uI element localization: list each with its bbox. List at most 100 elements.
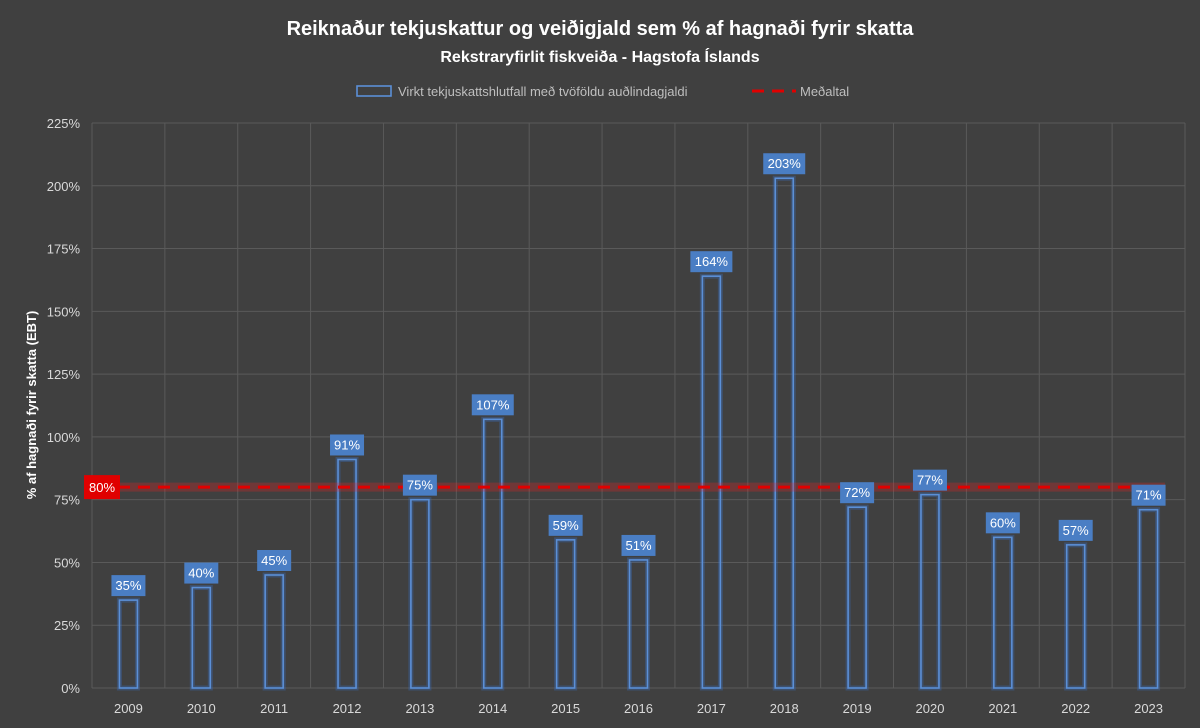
y-tick-label: 200% xyxy=(47,179,81,194)
chart-title: Reiknaður tekjuskattur og veiðigjald sem… xyxy=(287,18,915,40)
data-label-bg xyxy=(763,153,806,175)
data-label: 203% xyxy=(768,156,802,171)
y-tick-label: 0% xyxy=(61,681,80,696)
data-label-bg xyxy=(330,434,365,456)
legend: Virkt tekjuskattshlutfall með tvöföldu a… xyxy=(356,84,849,99)
x-tick-label: 2018 xyxy=(770,701,799,716)
legend-bar-label: Virkt tekjuskattshlutfall með tvöföldu a… xyxy=(398,84,688,99)
data-label-bg xyxy=(257,550,292,571)
bar-glow xyxy=(699,273,723,691)
bar-glow xyxy=(408,497,432,691)
x-tick-label: 2020 xyxy=(916,701,945,716)
data-label: 72% xyxy=(844,485,870,500)
data-label-bg xyxy=(111,575,146,597)
bar-glow xyxy=(335,456,359,691)
x-tick-label: 2015 xyxy=(551,701,580,716)
bar xyxy=(847,506,867,689)
data-label-bg xyxy=(184,562,219,584)
legend-average-label: Meðaltal xyxy=(800,84,849,99)
data-label: 60% xyxy=(990,515,1016,530)
bar xyxy=(1138,508,1159,689)
bar-glow xyxy=(1064,542,1088,691)
y-tick-label: 25% xyxy=(54,618,80,633)
grid xyxy=(91,122,1186,689)
data-label: 164% xyxy=(695,254,729,269)
bar xyxy=(555,539,576,689)
data-label: 107% xyxy=(476,397,510,412)
y-tick-label: 100% xyxy=(47,430,81,445)
data-label: 75% xyxy=(407,478,433,493)
data-label-bg xyxy=(621,534,656,556)
data-label: 40% xyxy=(188,566,214,581)
data-label: 59% xyxy=(553,518,579,533)
y-tick-label: 175% xyxy=(47,242,81,257)
bar xyxy=(1065,544,1086,689)
bar-glow xyxy=(262,572,286,691)
average-label-bg xyxy=(84,475,120,500)
data-label-bg xyxy=(840,482,875,504)
bar-glow xyxy=(189,585,213,691)
y-tick-label: 50% xyxy=(54,555,80,570)
x-axis-ticks: 2009 2010 2011 2012 2013 2014 2015 2016 2017 2018… xyxy=(114,701,1163,716)
data-label: 91% xyxy=(334,437,360,452)
bar-glow xyxy=(918,492,942,691)
bar-glow xyxy=(1137,507,1161,691)
data-label-bg xyxy=(1131,484,1166,506)
x-tick-label: 2021 xyxy=(988,701,1017,716)
bar xyxy=(628,559,649,689)
x-tick-label: 2010 xyxy=(187,701,216,716)
data-label: 71% xyxy=(1136,488,1162,503)
bar-glow xyxy=(772,175,796,691)
x-tick-label: 2009 xyxy=(114,701,143,716)
data-labels: 35% 40% 45% 91% 75% 107% 59% 51% 164% 203% 72% 77% 6… xyxy=(111,153,1166,597)
bar xyxy=(118,599,139,689)
data-label: 35% xyxy=(115,578,141,593)
bar-glow xyxy=(991,534,1015,691)
data-label: 57% xyxy=(1063,523,1089,538)
average-label: 80% xyxy=(89,480,115,495)
data-label: 77% xyxy=(917,473,943,488)
data-label-bg xyxy=(912,469,947,491)
chart-subtitle: Rekstraryfirlit fiskveiða - Hagstofa Ísl… xyxy=(440,47,759,66)
bar xyxy=(774,177,795,689)
x-tick-label: 2013 xyxy=(405,701,434,716)
data-label-bg xyxy=(548,514,583,536)
data-label-bg xyxy=(985,512,1020,534)
bar xyxy=(993,536,1013,689)
y-tick-label: 225% xyxy=(47,116,81,131)
y-tick-label: 150% xyxy=(47,304,81,319)
data-label: 45% xyxy=(261,553,287,568)
y-axis-label: % af hagnaði fyrir skatta (EBT) xyxy=(24,311,39,500)
bar xyxy=(264,574,284,689)
legend-bar-swatch xyxy=(356,85,392,97)
data-label: 51% xyxy=(625,538,651,553)
bars xyxy=(116,175,1161,691)
bar xyxy=(920,493,940,689)
y-tick-label: 125% xyxy=(47,367,81,382)
x-tick-label: 2012 xyxy=(333,701,362,716)
bar xyxy=(701,275,722,689)
average-line-group: 80% xyxy=(84,475,1165,500)
x-tick-label: 2023 xyxy=(1134,701,1163,716)
bar xyxy=(191,586,212,689)
x-tick-label: 2022 xyxy=(1061,701,1090,716)
x-tick-label: 2014 xyxy=(478,701,507,716)
data-label-bg xyxy=(1058,519,1093,541)
bar-glow xyxy=(116,597,140,691)
data-label-bg xyxy=(402,474,437,496)
data-label-bg xyxy=(471,394,514,416)
bar-glow xyxy=(481,416,505,691)
data-label-bg xyxy=(690,251,733,273)
y-tick-label: 75% xyxy=(54,493,80,508)
x-tick-label: 2016 xyxy=(624,701,653,716)
y-axis-ticks: 0% 25% 50% 75% 100% 125% 150% 175% 200% 225% xyxy=(47,116,81,696)
bar xyxy=(410,498,430,689)
bar-glow xyxy=(627,557,650,691)
bar-glow xyxy=(845,504,869,691)
x-tick-label: 2019 xyxy=(843,701,872,716)
x-tick-label: 2011 xyxy=(260,701,288,716)
x-tick-label: 2017 xyxy=(697,701,726,716)
bar xyxy=(337,458,357,689)
bar xyxy=(482,418,503,689)
